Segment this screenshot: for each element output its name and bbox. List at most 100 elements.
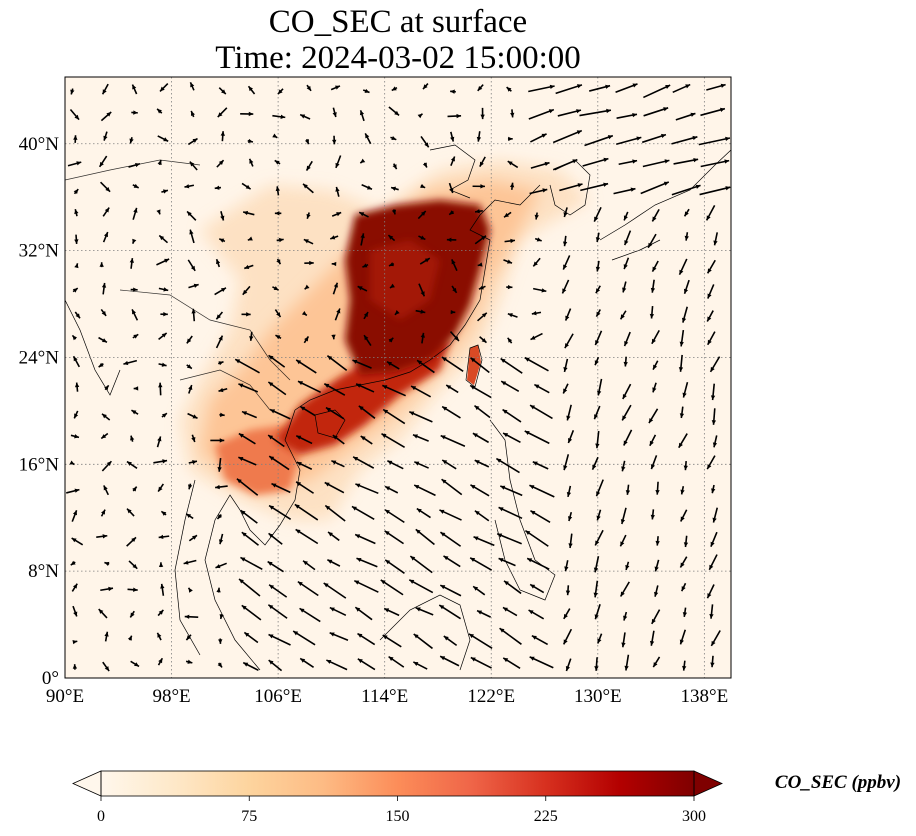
- wind-arrow: [418, 235, 426, 241]
- wind-arrow: [215, 311, 224, 320]
- wind-arrow: [450, 89, 456, 94]
- wind-arrow: [381, 433, 406, 448]
- wind-arrow: [382, 408, 406, 425]
- wind-arrow: [243, 631, 259, 644]
- lon-tick-label: 114°E: [361, 686, 408, 707]
- wind-arrow: [700, 107, 726, 117]
- wind-arrow: [123, 359, 138, 366]
- wind-arrow: [241, 410, 258, 419]
- wind-arrow: [582, 157, 609, 167]
- wind-arrow: [470, 656, 492, 669]
- wind-arrow: [191, 434, 196, 443]
- wind-arrow: [650, 279, 656, 293]
- wind-arrow: [447, 113, 462, 119]
- wind-arrow: [187, 259, 196, 272]
- wind-arrow: [448, 182, 454, 194]
- wind-arrow: [469, 384, 492, 399]
- wind-arrow: [647, 233, 657, 249]
- wind-arrow: [709, 356, 721, 373]
- wind-arrow: [126, 508, 135, 517]
- wind-arrow: [416, 507, 431, 519]
- wind-arrow: [619, 581, 630, 597]
- wind-arrow: [415, 528, 435, 546]
- wind-arrow: [362, 88, 370, 94]
- wind-arrow: [389, 283, 395, 289]
- wind-arrow: [277, 88, 284, 95]
- wind-arrow: [359, 110, 365, 122]
- wind-arrow: [502, 606, 518, 617]
- wind-arrow: [503, 580, 522, 595]
- wind-arrow: [624, 654, 630, 671]
- wind-arrow: [304, 138, 310, 145]
- wind-arrow: [710, 383, 716, 401]
- wind-arrow: [567, 512, 573, 522]
- wind-arrow: [242, 210, 255, 216]
- wind-arrow: [360, 435, 373, 445]
- wind-arrow: [306, 212, 311, 219]
- wind-arrow: [652, 656, 661, 668]
- wind-arrow: [247, 85, 256, 95]
- wind-arrow: [562, 383, 569, 394]
- wind-arrow: [247, 236, 253, 241]
- coastline-indochina: [204, 409, 301, 671]
- wind-arrow: [478, 285, 486, 290]
- wind-arrow: [217, 662, 223, 668]
- wind-arrow: [329, 632, 349, 642]
- wind-arrow: [323, 582, 347, 599]
- wind-arrow: [468, 633, 493, 649]
- wind-arrow: [330, 85, 341, 91]
- wind-arrow: [446, 237, 457, 242]
- colorbar-tick-label: 150: [386, 808, 410, 825]
- wind-arrow: [595, 309, 601, 318]
- wind-arrow: [625, 484, 631, 495]
- wind-arrow: [562, 255, 571, 270]
- wind-arrow: [332, 282, 339, 295]
- wind-arrow: [130, 287, 138, 292]
- wind-arrow: [451, 285, 458, 294]
- wind-arrow: [683, 461, 688, 471]
- wind-arrow: [191, 308, 196, 322]
- lon-tick-label: 98°E: [152, 686, 190, 707]
- wind-arrow: [295, 481, 314, 494]
- wind-arrow: [621, 460, 626, 472]
- wind-arrow: [306, 84, 312, 92]
- wind-arrow: [96, 534, 108, 539]
- wind-arrow: [533, 287, 547, 293]
- wind-arrow: [409, 555, 433, 574]
- wind-arrow: [441, 356, 464, 372]
- colorbar-tick-label: 75: [241, 808, 257, 825]
- wind-arrow: [472, 184, 485, 189]
- wind-arrow: [561, 279, 570, 294]
- wind-arrow: [329, 235, 339, 240]
- wind-arrow: [709, 604, 714, 619]
- wind-arrow: [472, 585, 486, 596]
- wind-arrow: [652, 382, 657, 393]
- wind-arrow: [529, 484, 555, 498]
- wind-arrow: [706, 310, 714, 322]
- wind-arrow: [238, 432, 256, 445]
- wind-arrow: [126, 536, 137, 547]
- wind-arrow: [99, 262, 104, 268]
- wind-arrow: [101, 413, 111, 421]
- wind-arrow: [415, 309, 426, 314]
- colorbar-tick-label: 225: [534, 808, 558, 825]
- wind-arrow: [623, 257, 630, 270]
- wind-arrow: [440, 434, 466, 447]
- lat-tick-label: 40°N: [19, 134, 60, 155]
- wind-arrow: [597, 633, 603, 644]
- wind-arrow: [563, 358, 569, 373]
- wind-arrow: [713, 232, 719, 246]
- wind-arrow: [214, 287, 227, 296]
- wind-arrow: [387, 460, 404, 470]
- wind-arrow: [557, 109, 582, 117]
- wind-arrow: [185, 634, 192, 641]
- wind-arrow: [566, 485, 572, 498]
- wind-arrow: [268, 584, 288, 598]
- wind-arrow: [532, 257, 541, 267]
- wind-arrow: [655, 481, 660, 495]
- wind-arrow: [651, 209, 660, 222]
- wind-arrow: [507, 337, 513, 344]
- wind-arrow: [643, 84, 671, 99]
- wind-arrow: [445, 384, 459, 394]
- wind-arrow: [268, 659, 283, 672]
